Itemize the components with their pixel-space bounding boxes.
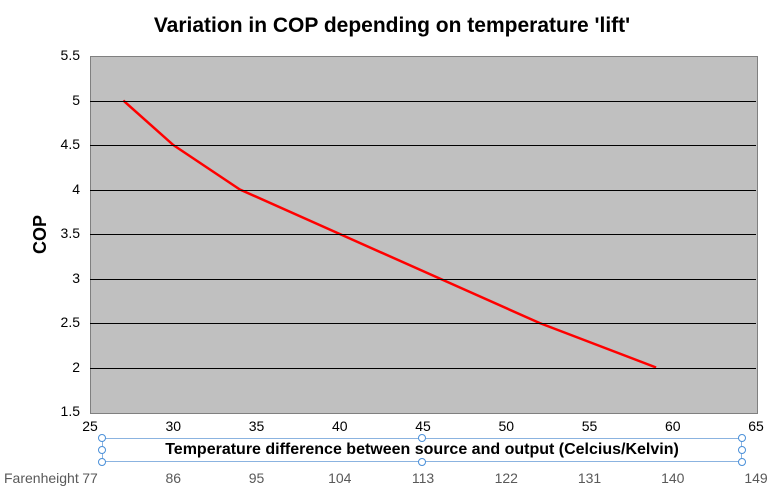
x-tick-label: 45 (415, 418, 431, 434)
x-tick-label: 40 (332, 418, 348, 434)
gridline-h (90, 190, 756, 191)
gridline-h (90, 234, 756, 235)
y-tick-label: 4 (0, 181, 80, 197)
x-tick-label: 60 (665, 418, 681, 434)
gridline-h (90, 101, 756, 102)
farenheight-value: 122 (495, 470, 518, 486)
y-tick-label: 3.5 (0, 225, 80, 241)
x-tick-label: 50 (498, 418, 514, 434)
selection-handle[interactable] (98, 458, 106, 466)
selection-handle[interactable] (98, 446, 106, 454)
y-tick-label: 2 (0, 359, 80, 375)
farenheight-value: 77 (82, 470, 98, 486)
x-tick-label: 35 (249, 418, 265, 434)
farenheight-value: 95 (249, 470, 265, 486)
gridline-h (90, 323, 756, 324)
x-tick-label: 55 (582, 418, 598, 434)
selection-handle[interactable] (418, 434, 426, 442)
farenheight-label: Farenheight (4, 470, 79, 486)
x-tick-label: 65 (748, 418, 764, 434)
gridline-h (90, 145, 756, 146)
gridline-h (90, 368, 756, 369)
selection-handle[interactable] (98, 434, 106, 442)
farenheight-value: 131 (578, 470, 601, 486)
y-tick-label: 5.5 (0, 47, 80, 63)
y-tick-label: 5 (0, 92, 80, 108)
farenheight-value: 104 (328, 470, 351, 486)
chart-container: Variation in COP depending on temperatur… (0, 0, 784, 504)
gridline-h (90, 279, 756, 280)
selection-handle[interactable] (738, 446, 746, 454)
y-tick-label: 4.5 (0, 136, 80, 152)
y-tick-label: 2.5 (0, 314, 80, 330)
y-tick-label: 1.5 (0, 403, 80, 419)
selection-handle[interactable] (738, 434, 746, 442)
farenheight-value: 113 (412, 470, 434, 486)
y-tick-label: 3 (0, 270, 80, 286)
x-tick-label: 30 (165, 418, 181, 434)
x-tick-label: 25 (82, 418, 98, 434)
farenheight-value: 149 (744, 470, 767, 486)
farenheight-value: 140 (661, 470, 684, 486)
farenheight-value: 86 (165, 470, 181, 486)
selection-handle[interactable] (418, 458, 426, 466)
selection-handle[interactable] (738, 458, 746, 466)
